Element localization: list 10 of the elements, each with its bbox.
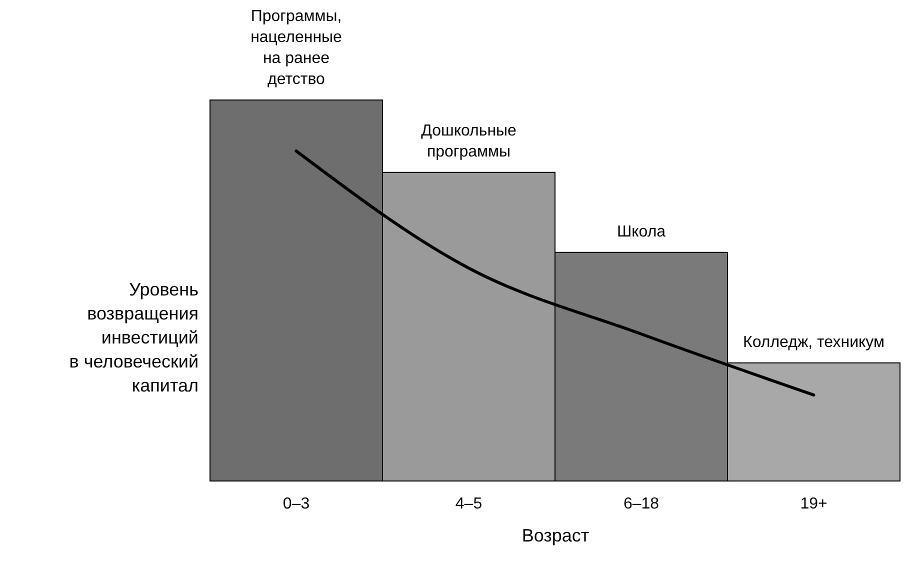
annotation: Школа (616, 223, 666, 240)
x-tick-label: 0–3 (282, 496, 310, 512)
x-tick-label: 6–18 (623, 496, 660, 512)
x-tick-label: 4–5 (455, 496, 482, 512)
annotation: Колледж, техникум (743, 334, 884, 351)
x-axis-title: Возраст (522, 526, 590, 546)
annotation: Дошкольные программы (421, 122, 517, 160)
text: Программы, нацеленные на ранее детство (250, 8, 342, 88)
y-axis-title: Уровень возвращения инвестиций в человеческий капитал (69, 280, 198, 396)
x-tick-label: 19+ (800, 496, 828, 512)
